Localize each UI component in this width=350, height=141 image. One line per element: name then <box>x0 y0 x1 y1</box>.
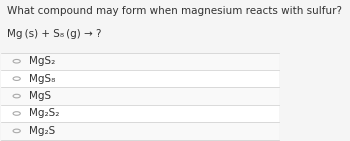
Text: Mg₂S: Mg₂S <box>29 126 55 136</box>
FancyBboxPatch shape <box>1 87 279 105</box>
FancyBboxPatch shape <box>1 105 279 122</box>
Text: What compound may form when magnesium reacts with sulfur?: What compound may form when magnesium re… <box>7 5 342 16</box>
Text: Mg (s) + S₈ (g) → ?: Mg (s) + S₈ (g) → ? <box>7 29 101 39</box>
Text: MgS₂: MgS₂ <box>29 56 55 66</box>
Text: Mg₂S₂: Mg₂S₂ <box>29 108 60 118</box>
FancyBboxPatch shape <box>1 53 279 70</box>
Text: MgS: MgS <box>29 91 51 101</box>
Text: MgS₈: MgS₈ <box>29 74 55 84</box>
FancyBboxPatch shape <box>1 70 279 87</box>
FancyBboxPatch shape <box>1 122 279 140</box>
